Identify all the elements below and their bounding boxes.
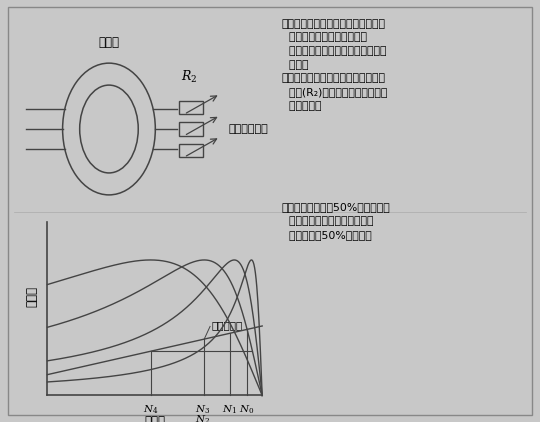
- Text: 負荷トルク: 負荷トルク: [211, 320, 242, 330]
- Text: $N_3$: $N_3$: [194, 403, 210, 416]
- Text: ・例えば，回転数を下げるため二次: ・例えば，回転数を下げるため二次: [282, 73, 386, 84]
- Text: ・例えば，速度を50%にすると，: ・例えば，速度を50%にすると，: [282, 202, 390, 212]
- Text: $N_4$: $N_4$: [143, 403, 158, 416]
- Text: $R_2$: $R_2$: [181, 69, 198, 85]
- Bar: [179, 143, 202, 157]
- Bar: [179, 122, 202, 136]
- Text: に比例して50%になる。: に比例して50%になる。: [282, 230, 372, 240]
- Bar: [179, 101, 202, 114]
- Text: $N_0$: $N_0$: [239, 403, 255, 416]
- Text: 回転数: 回転数: [144, 415, 165, 422]
- Text: 負荷トルクとの関係で速度が変化: 負荷トルクとの関係で速度が変化: [282, 46, 386, 56]
- Text: する。: する。: [282, 60, 308, 70]
- Text: ・二次抵抗を可変すると比例推移に: ・二次抵抗を可変すると比例推移に: [282, 19, 386, 29]
- Text: $N_1$: $N_1$: [222, 403, 238, 416]
- Text: 外部二次抗抗: 外部二次抗抗: [228, 124, 268, 134]
- Text: 定トルク負荷では電力は速度: 定トルク負荷では電力は速度: [282, 216, 373, 226]
- Text: 抵抗(R₂)を大きくすると損失が: 抵抗(R₂)を大きくすると損失が: [282, 87, 387, 97]
- Text: 電動機: 電動機: [98, 36, 119, 49]
- Text: 増加する。: 増加する。: [282, 101, 321, 111]
- Text: トルク: トルク: [25, 287, 38, 307]
- Text: $N_2$: $N_2$: [194, 413, 210, 422]
- Text: よりトルク特性が変わる。: よりトルク特性が変わる。: [282, 32, 367, 42]
